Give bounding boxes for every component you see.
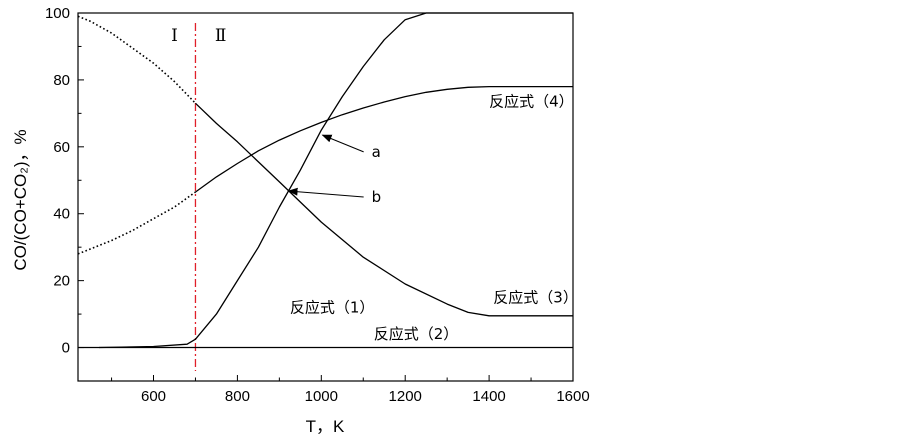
- y-tick-label-100: 100: [45, 5, 70, 22]
- series-label-reaction-1: 反应式（1）: [290, 298, 375, 316]
- y-tick-label-20: 20: [53, 273, 70, 290]
- annotation-arrow-a: [321, 134, 364, 153]
- y-tick-label-40: 40: [53, 206, 70, 223]
- series-line-5: [77, 191, 196, 255]
- annotation-arrow-b: [287, 187, 364, 198]
- x-tick-label-1400: 1400: [472, 388, 505, 405]
- series-line-4: [195, 85, 573, 193]
- plot-frame: [77, 12, 574, 382]
- annotation-label-a: a: [372, 143, 381, 161]
- series-line-2: [195, 102, 573, 317]
- x-tick-label-800: 800: [225, 388, 250, 405]
- region-label-2: Ⅱ: [215, 26, 227, 46]
- x-axis: 600 800 1000 1200 1400 1600: [111, 375, 590, 405]
- y-tick-label-80: 80: [53, 72, 70, 89]
- series-label-reaction-3: 反应式（3）: [493, 288, 578, 306]
- region-label-1: Ⅰ: [171, 26, 178, 46]
- y-tick-label-0: 0: [62, 340, 70, 357]
- series-line-0: [98, 12, 573, 349]
- x-tick-label-1200: 1200: [389, 388, 422, 405]
- series-line-3: [77, 15, 197, 104]
- annotations: a b: [287, 134, 382, 206]
- x-tick-label-1600: 1600: [556, 388, 589, 405]
- series-label-reaction-2: 反应式（2）: [374, 325, 459, 343]
- series-label-reaction-4: 反应式（4）: [489, 93, 574, 111]
- y-tick-label-60: 60: [53, 139, 70, 156]
- x-axis-title: T，K: [306, 417, 345, 436]
- x-tick-label-600: 600: [141, 388, 166, 405]
- series-lines: [77, 12, 573, 349]
- x-tick-label-1000: 1000: [305, 388, 338, 405]
- y-axis-title: CO/(CO+CO₂)，%: [11, 129, 30, 270]
- annotation-label-b: b: [372, 188, 382, 206]
